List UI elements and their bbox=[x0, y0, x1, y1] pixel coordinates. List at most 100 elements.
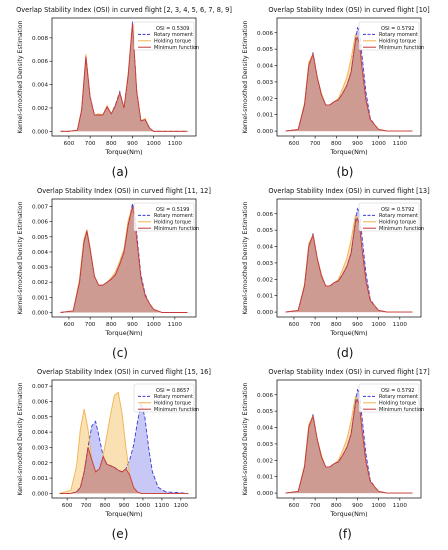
x-tick-label: 700 bbox=[81, 503, 92, 509]
series-area-minimum bbox=[285, 399, 413, 494]
y-tick-label: 0.006 bbox=[32, 220, 48, 226]
series-area-minimum bbox=[59, 447, 189, 494]
x-axis-label: Torque(Nm) bbox=[104, 329, 142, 337]
legend-entry: Minimum function bbox=[379, 407, 424, 413]
x-axis-label: Torque(Nm) bbox=[104, 510, 142, 518]
y-tick-label: 0.005 bbox=[257, 47, 273, 53]
legend-entry: Holding torque bbox=[154, 39, 191, 45]
y-tick-label: 0.003 bbox=[257, 80, 273, 86]
y-tick-label: 0.000 bbox=[257, 129, 273, 135]
legend-box bbox=[133, 383, 195, 413]
series-line-minimum bbox=[285, 398, 413, 494]
chart-title: Overlap Stability Index (OSI) in curved … bbox=[268, 368, 429, 376]
x-tick-label: 700 bbox=[310, 141, 321, 147]
y-tick-label: 0.006 bbox=[257, 393, 273, 399]
legend-entry: Rotary moment bbox=[154, 394, 193, 400]
y-tick-label: 0.002 bbox=[257, 96, 273, 102]
chart-title: Overlap Stability Index (OSI) in curved … bbox=[268, 6, 429, 14]
y-tick-label: 0.006 bbox=[257, 31, 273, 37]
series-area-minimum bbox=[285, 218, 413, 313]
legend-box bbox=[358, 202, 420, 232]
x-tick-label: 900 bbox=[352, 141, 363, 147]
legend-box bbox=[358, 383, 420, 413]
legend-entry: Minimum function bbox=[154, 45, 199, 51]
legend-entry: Holding torque bbox=[379, 401, 416, 407]
legend-entry: Minimum function bbox=[154, 407, 199, 413]
x-tick-label: 600 bbox=[289, 503, 300, 509]
y-tick-label: 0.001 bbox=[257, 113, 273, 119]
series-line-minimum bbox=[285, 36, 413, 132]
x-tick-label: 600 bbox=[289, 141, 300, 147]
legend-entry: Rotary moment bbox=[154, 213, 193, 219]
legend-entry: Minimum function bbox=[154, 226, 199, 232]
y-tick-label: 0.002 bbox=[32, 461, 48, 467]
x-tick-label: 800 bbox=[106, 322, 117, 328]
chart-panel-1: Overlap Stability Index (OSI) in curved … bbox=[16, 6, 232, 179]
y-tick-label: 0.002 bbox=[257, 277, 273, 283]
y-tick-label: 0.000 bbox=[257, 491, 273, 497]
legend-entry: Rotary moment bbox=[154, 32, 193, 38]
x-tick-label: 900 bbox=[127, 141, 138, 147]
plot-frame bbox=[51, 198, 197, 318]
panel-label: (f) bbox=[338, 527, 352, 541]
y-tick-label: 0.004 bbox=[32, 430, 48, 436]
y-tick-label: 0.001 bbox=[32, 295, 48, 301]
y-tick-label: 0.000 bbox=[32, 129, 48, 135]
x-tick-label: 900 bbox=[352, 503, 363, 509]
y-tick-label: 0.001 bbox=[257, 475, 273, 481]
x-axis-label: Torque(Nm) bbox=[329, 148, 367, 156]
y-axis-label: Kernel-smoothed Density Estimation bbox=[242, 201, 249, 314]
legend-osi-value: OSI = 0.5309 bbox=[156, 26, 189, 32]
x-tick-label: 800 bbox=[331, 503, 342, 509]
y-tick-label: 0.004 bbox=[257, 245, 273, 251]
y-tick-label: 0.005 bbox=[257, 409, 273, 415]
legend-box bbox=[133, 21, 195, 51]
legend-entry: Minimum function bbox=[379, 226, 424, 232]
y-tick-label: 0.004 bbox=[32, 83, 48, 89]
x-tick-label: 800 bbox=[331, 322, 342, 328]
series-line-minimum bbox=[59, 447, 189, 494]
legend-entry: Holding torque bbox=[154, 220, 191, 226]
x-tick-label: 700 bbox=[85, 322, 96, 328]
y-tick-label: 0.003 bbox=[257, 442, 273, 448]
y-tick-label: 0.005 bbox=[32, 235, 48, 241]
x-tick-label: 1100 bbox=[393, 322, 408, 328]
y-tick-label: 0.007 bbox=[32, 384, 48, 390]
x-axis-label: Torque(Nm) bbox=[329, 329, 367, 337]
plot-frame bbox=[51, 17, 197, 137]
legend-entry: Rotary moment bbox=[379, 394, 418, 400]
x-axis-label: Torque(Nm) bbox=[104, 148, 142, 156]
legend-osi-value: OSI = 0.5792 bbox=[381, 388, 414, 394]
chart-title: Overlap Stability Index (OSI) in curved … bbox=[37, 187, 211, 195]
y-axis-label: Kernel-smoothed Density Estimation bbox=[242, 382, 249, 495]
panel-label: (e) bbox=[112, 527, 129, 541]
x-tick-label: 600 bbox=[64, 141, 75, 147]
y-tick-label: 0.004 bbox=[257, 64, 273, 70]
y-tick-label: 0.006 bbox=[257, 212, 273, 218]
x-tick-label: 900 bbox=[352, 322, 363, 328]
legend-entry: Minimum function bbox=[379, 45, 424, 51]
y-tick-label: 0.002 bbox=[257, 458, 273, 464]
x-tick-label: 1000 bbox=[136, 503, 151, 509]
x-tick-label: 600 bbox=[289, 322, 300, 328]
x-tick-label: 1200 bbox=[174, 503, 189, 509]
x-tick-label: 1000 bbox=[147, 141, 162, 147]
y-axis-label: Kernel-smoothed Density Estimation bbox=[17, 20, 24, 133]
legend-box bbox=[133, 202, 195, 232]
x-tick-label: 1000 bbox=[147, 322, 162, 328]
panel-label: (c) bbox=[112, 346, 128, 360]
y-tick-label: 0.002 bbox=[32, 106, 48, 112]
y-tick-label: 0.006 bbox=[32, 59, 48, 65]
y-tick-label: 0.008 bbox=[32, 36, 48, 42]
y-tick-label: 0.007 bbox=[32, 205, 48, 211]
y-tick-label: 0.000 bbox=[257, 310, 273, 316]
y-tick-label: 0.003 bbox=[32, 445, 48, 451]
y-tick-label: 0.000 bbox=[32, 310, 48, 316]
chart-panel-3: Overlap Stability Index (OSI) in curved … bbox=[17, 187, 211, 360]
y-tick-label: 0.005 bbox=[257, 228, 273, 234]
series-area-minimum bbox=[60, 206, 188, 313]
